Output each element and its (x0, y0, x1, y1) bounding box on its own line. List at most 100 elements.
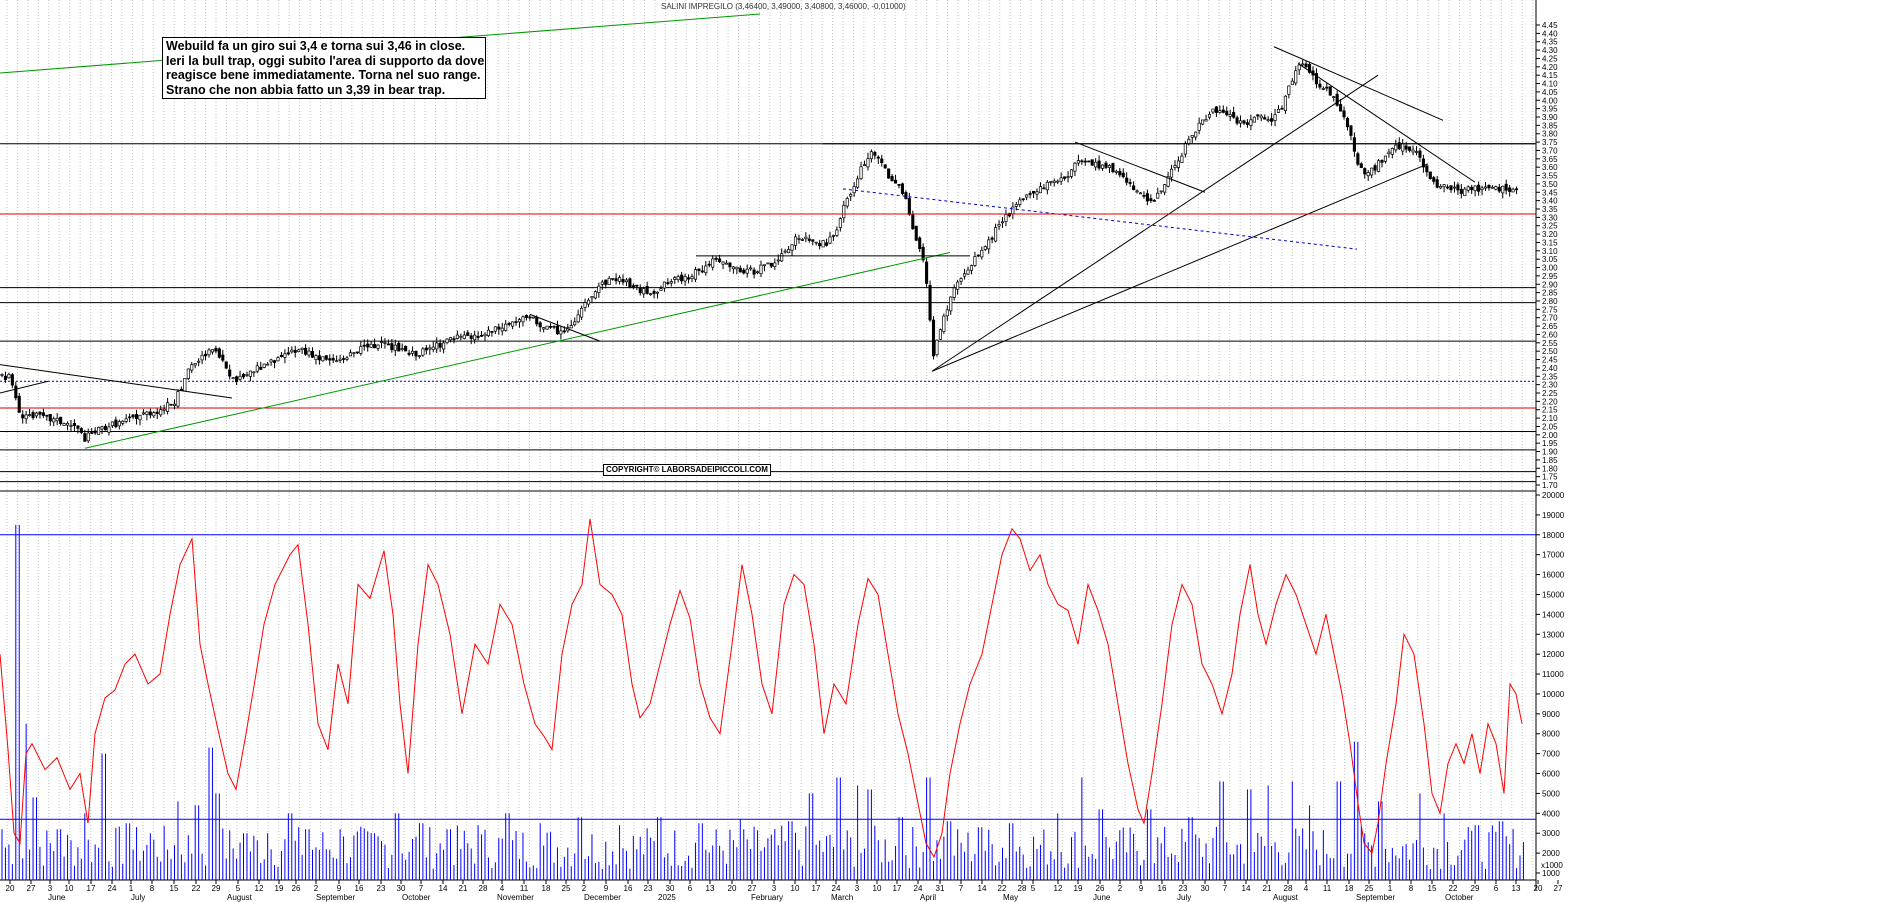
candle-body (159, 409, 163, 416)
candle-body (831, 235, 836, 237)
candle-body (949, 296, 953, 312)
candle-body (818, 243, 822, 247)
candle-body (1207, 114, 1212, 118)
volume-tick-label: 17000 (1542, 551, 1565, 560)
candle-body (345, 357, 349, 360)
candle-body (1421, 158, 1425, 168)
candle-body (221, 354, 225, 361)
month-label: April (920, 893, 936, 902)
day-label: 13 (706, 884, 715, 893)
day-label: 10 (873, 884, 882, 893)
candle-body (804, 236, 808, 240)
candle-body (414, 350, 418, 357)
price-tick-label: 3.15 (1542, 238, 1558, 247)
candle-body (914, 225, 918, 241)
day-label: 2 (314, 884, 319, 893)
candle-body (1487, 184, 1491, 189)
candle-body (204, 353, 208, 357)
candle-body (1359, 163, 1363, 168)
price-tick-label: 2.55 (1542, 339, 1558, 348)
candle-body (1187, 138, 1191, 144)
candle-body (34, 412, 39, 417)
candle-body (376, 344, 380, 349)
candle-body (55, 417, 59, 422)
candle-body (338, 358, 342, 361)
candle-body (752, 269, 756, 275)
candle-body (293, 349, 297, 353)
price-tick-label: 2.15 (1542, 406, 1558, 415)
price-tick-label: 4.25 (1542, 54, 1558, 63)
price-tick-label: 3.80 (1542, 130, 1558, 139)
candle-body (773, 262, 777, 267)
candle-body (1376, 160, 1381, 172)
candle-body (1301, 63, 1305, 66)
candle-body (500, 327, 504, 332)
candle-body (790, 244, 794, 251)
candle-body (48, 413, 52, 422)
candle-body (24, 414, 28, 420)
candle-body (1180, 155, 1184, 163)
candle-body (749, 267, 753, 270)
candle-body (224, 361, 228, 369)
candle-body (1183, 142, 1187, 155)
day-label: 1 (1388, 884, 1393, 893)
price-tick-label: 2.90 (1542, 280, 1558, 289)
candle-body (921, 246, 925, 261)
candle-body (1318, 83, 1322, 88)
candle-body (976, 254, 980, 257)
price-tick-label: 1.90 (1542, 448, 1558, 457)
candle-body (1470, 186, 1474, 191)
candle-body (1408, 146, 1412, 151)
volume-tick-label: 8000 (1542, 730, 1560, 739)
candle-body (956, 281, 960, 290)
day-label: 5 (236, 884, 241, 893)
month-label: July (131, 893, 145, 902)
candle-body (614, 278, 618, 282)
candle-body (148, 411, 152, 416)
candle-body (1394, 144, 1398, 151)
candle-body (290, 349, 294, 353)
day-label: 16 (624, 884, 633, 893)
candle-body (590, 296, 594, 299)
candle-body (580, 307, 584, 318)
candle-body (856, 178, 860, 188)
candle-body (969, 265, 974, 271)
volume-tick-label: 12000 (1542, 650, 1565, 659)
candle-body (1404, 145, 1408, 150)
candle-body (1011, 206, 1015, 215)
day-label: 11 (520, 884, 529, 893)
price-tick-label: 4.20 (1542, 63, 1558, 72)
day-label: 17 (812, 884, 821, 893)
day-label: 28 (479, 884, 488, 893)
price-tick-label: 3.65 (1542, 155, 1558, 164)
price-tick-label: 3.50 (1542, 180, 1558, 189)
candle-body (900, 183, 905, 194)
candle-body (893, 179, 898, 184)
candle-body (407, 352, 411, 355)
day-label: 30 (1201, 884, 1210, 893)
candle-body (28, 414, 32, 416)
day-label: 4 (500, 884, 505, 893)
candle-body (807, 238, 811, 241)
day-label: 6 (688, 884, 693, 893)
month-label: June (48, 893, 66, 902)
day-label: 26 (292, 884, 301, 893)
price-tick-label: 4.35 (1542, 38, 1558, 47)
candle-body (1197, 122, 1201, 131)
volume-tick-label: 1000 (1542, 869, 1560, 878)
candle-body (642, 288, 646, 295)
candle-body (355, 351, 359, 354)
candle-body (780, 253, 784, 262)
candle-body (852, 186, 856, 194)
candle-body (1363, 168, 1367, 175)
day-label: 31 (936, 884, 945, 893)
candle-body (324, 355, 328, 360)
candle-body (880, 158, 884, 164)
candle-body (942, 315, 946, 332)
candle-body (645, 286, 649, 294)
month-label: June (1093, 893, 1111, 902)
candle-body (317, 355, 321, 361)
candle-body (659, 288, 663, 291)
candle-body (504, 323, 508, 331)
candlesticks (0, 59, 1519, 443)
